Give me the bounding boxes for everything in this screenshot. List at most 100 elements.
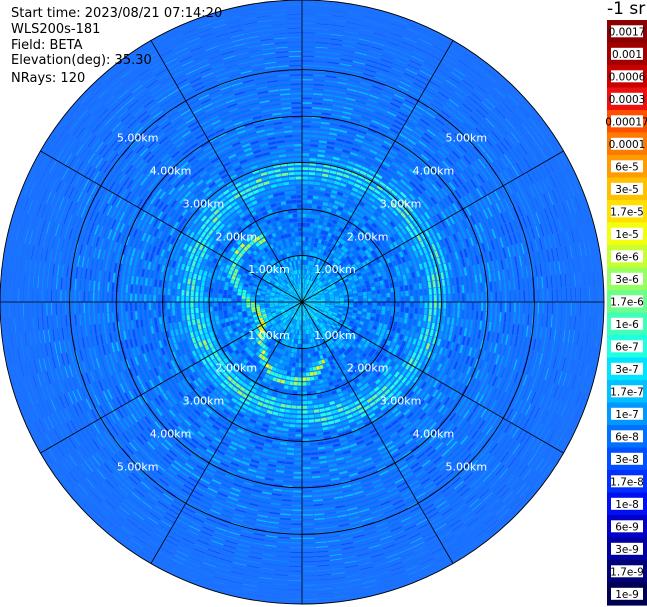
- range-gate-cell: [329, 371, 335, 376]
- range-gate-cell: [416, 379, 423, 387]
- range-gate-cell: [276, 378, 282, 383]
- range-gate-cell: [488, 459, 498, 470]
- range-gate-cell: [305, 295, 309, 299]
- range-gate-cell: [483, 78, 494, 88]
- range-gate-cell: [340, 212, 346, 218]
- range-gate-cell: [351, 147, 360, 152]
- range-gate-cell: [580, 227, 584, 242]
- range-gate-cell: [380, 284, 385, 290]
- range-gate-cell: [395, 291, 400, 297]
- range-gate-cell: [369, 50, 382, 55]
- range-gate-cell: [479, 488, 490, 499]
- range-gate-cell: [209, 483, 220, 489]
- range-gate-cell: [397, 543, 410, 549]
- range-gate-cell: [382, 436, 391, 443]
- range-gate-cell: [376, 185, 384, 191]
- range-gate-cell: [340, 251, 346, 257]
- range-gate-cell: [502, 471, 512, 482]
- range-gate-cell: [288, 428, 296, 432]
- range-gate-cell: [343, 290, 348, 293]
- range-gate-cell: [409, 266, 415, 273]
- range-gate-cell: [323, 261, 328, 267]
- range-gate-cell: [390, 27, 405, 33]
- range-gate-cell: [495, 390, 502, 401]
- range-gate-cell: [465, 387, 472, 397]
- range-gate-cell: [551, 288, 553, 302]
- range-gate-cell: [454, 326, 459, 335]
- range-gate-cell: [281, 329, 286, 335]
- range-gate-cell: [353, 266, 359, 272]
- range-gate-cell: [398, 346, 404, 353]
- range-gate-cell: [373, 420, 381, 427]
- range-gate-cell: [460, 240, 466, 249]
- range-gate-cell: [285, 315, 290, 320]
- range-gate-cell: [553, 370, 558, 383]
- range-gate-cell: [588, 241, 591, 256]
- range-gate-cell: [335, 333, 340, 338]
- range-gate-cell: [290, 343, 294, 348]
- range-gate-cell: [371, 144, 380, 151]
- range-gate-cell: [363, 322, 369, 327]
- range-gate-cell: [327, 356, 332, 362]
- range-gate-cell: [382, 119, 393, 126]
- range-gate-cell: [403, 72, 416, 79]
- range-gate-cell: [302, 330, 304, 335]
- range-gate-cell: [258, 359, 264, 365]
- range-gate-cell: [506, 494, 517, 505]
- range-gate-cell: [437, 114, 448, 122]
- range-gate-cell: [394, 410, 402, 418]
- range-gate-cell: [316, 303, 321, 305]
- range-gate-cell: [330, 234, 336, 239]
- range-gate-cell: [424, 445, 433, 454]
- range-gate-cell: [308, 291, 312, 296]
- range-gate-cell: [258, 353, 264, 359]
- range-gate-cell: [371, 354, 378, 361]
- range-gate-cell: [489, 478, 499, 489]
- range-gate-cell: [489, 522, 501, 533]
- range-gate-cell: [445, 157, 454, 166]
- range-gate-cell: [370, 416, 378, 423]
- range-gate-cell: [370, 348, 377, 354]
- range-gate-cell: [312, 327, 316, 333]
- range-gate-cell: [229, 390, 236, 396]
- range-gate-cell: [334, 200, 340, 205]
- range-gate-cell: [327, 313, 332, 317]
- range-gate-cell: [362, 580, 377, 584]
- range-gate-cell: [338, 349, 343, 355]
- range-gate-cell: [388, 181, 396, 188]
- range-gate-cell: [317, 224, 323, 229]
- range-gate-cell: [218, 445, 227, 452]
- range-gate-cell: [353, 183, 361, 189]
- range-gate-cell: [332, 245, 338, 251]
- range-gate-cell: [256, 441, 265, 446]
- range-gate-cell: [303, 283, 305, 288]
- range-gate-cell: [441, 256, 446, 264]
- range-gate-cell: [354, 280, 360, 285]
- range-gate-cell: [317, 288, 322, 292]
- range-gate-cell: [395, 539, 408, 545]
- range-gate-cell: [302, 339, 305, 344]
- range-gate-cell: [272, 356, 277, 362]
- range-gate-cell: [520, 243, 525, 255]
- range-gate-cell: [518, 255, 523, 267]
- range-gate-cell: [309, 428, 316, 432]
- range-gate-cell: [454, 269, 458, 278]
- range-gate-cell: [526, 228, 531, 241]
- range-gate-cell: [412, 236, 418, 244]
- range-gate-cell: [403, 262, 408, 269]
- range-gate-cell: [488, 412, 496, 423]
- range-gate-cell: [491, 261, 495, 271]
- range-gate-cell: [309, 313, 313, 318]
- range-gate-cell: [385, 400, 393, 407]
- range-gate-cell: [548, 235, 552, 249]
- range-gate-cell: [302, 490, 312, 493]
- range-gate-cell: [483, 384, 489, 395]
- range-gate-cell: [310, 271, 314, 276]
- range-gate-cell: [305, 237, 309, 241]
- range-gate-cell: [423, 481, 434, 489]
- range-gate-cell: [305, 289, 308, 294]
- range-gate-cell: [299, 325, 301, 330]
- range-gate-cell: [425, 268, 430, 276]
- range-gate-cell: [203, 423, 211, 430]
- range-gate-cell: [340, 264, 346, 270]
